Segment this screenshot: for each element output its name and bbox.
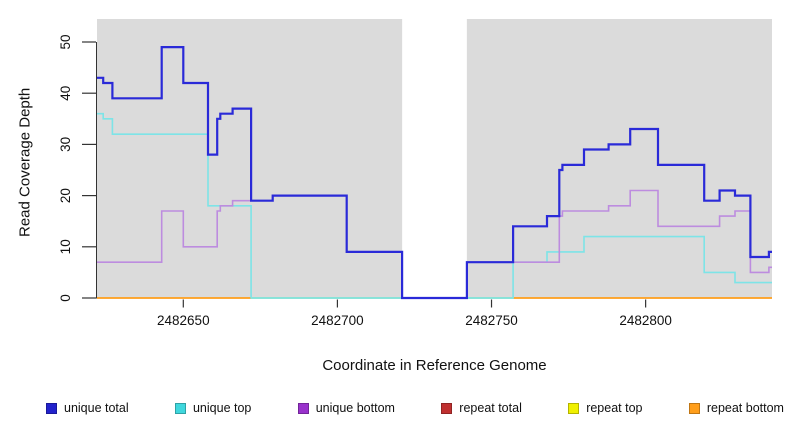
y-tick-label: 30 <box>58 137 73 152</box>
chart-canvas: 2482650 2482700 2482750 2482800 0 10 20 30 40 50 <box>58 18 772 328</box>
legend-swatch-repeat-total <box>441 402 453 414</box>
legend-label: unique total <box>64 401 129 415</box>
legend-label: repeat bottom <box>706 401 784 415</box>
x-axis-title: Coordinate in Reference Genome <box>322 357 547 374</box>
y-tick-label: 40 <box>58 86 73 101</box>
x-tick-label: 2482750 <box>465 313 518 328</box>
y-tick-label: 50 <box>58 34 73 49</box>
y-tick-label: 20 <box>58 188 73 203</box>
legend-swatch-unique-bottom <box>297 402 309 414</box>
y-tick-label: 10 <box>58 239 73 254</box>
legend-item-repeat-top: repeat top <box>568 401 642 415</box>
legend-swatch-unique-total <box>46 402 57 414</box>
legend-label: repeat top <box>586 401 643 415</box>
x-tick-label: 2482650 <box>157 313 210 328</box>
legend-item-unique-total: unique total <box>46 401 129 415</box>
legend-label: repeat total <box>459 401 522 415</box>
legend-label: unique top <box>192 401 252 415</box>
legend-label: unique bottom <box>315 401 395 415</box>
legend-item-repeat-total: repeat total <box>441 401 522 415</box>
legend-swatch-repeat-bottom <box>688 402 700 414</box>
legend-item-unique-top: unique top <box>174 401 252 415</box>
coverage-gap-band <box>402 18 467 299</box>
legend-swatch-unique-top <box>174 402 186 414</box>
y-tick-label: 0 <box>58 294 73 302</box>
legend-swatch-repeat-top <box>568 402 580 414</box>
x-tick-label: 2482700 <box>311 313 364 328</box>
series-unique-top <box>97 112 772 299</box>
series-unique-total <box>97 46 772 300</box>
x-tick-label: 2482800 <box>619 313 672 328</box>
legend: unique total unique top unique bottom repea… <box>46 398 784 418</box>
legend-item-repeat-bottom: repeat bottom <box>688 401 784 415</box>
y-axis-title: Read Coverage Depth <box>16 87 34 237</box>
legend-item-unique-bottom: unique bottom <box>297 401 395 415</box>
